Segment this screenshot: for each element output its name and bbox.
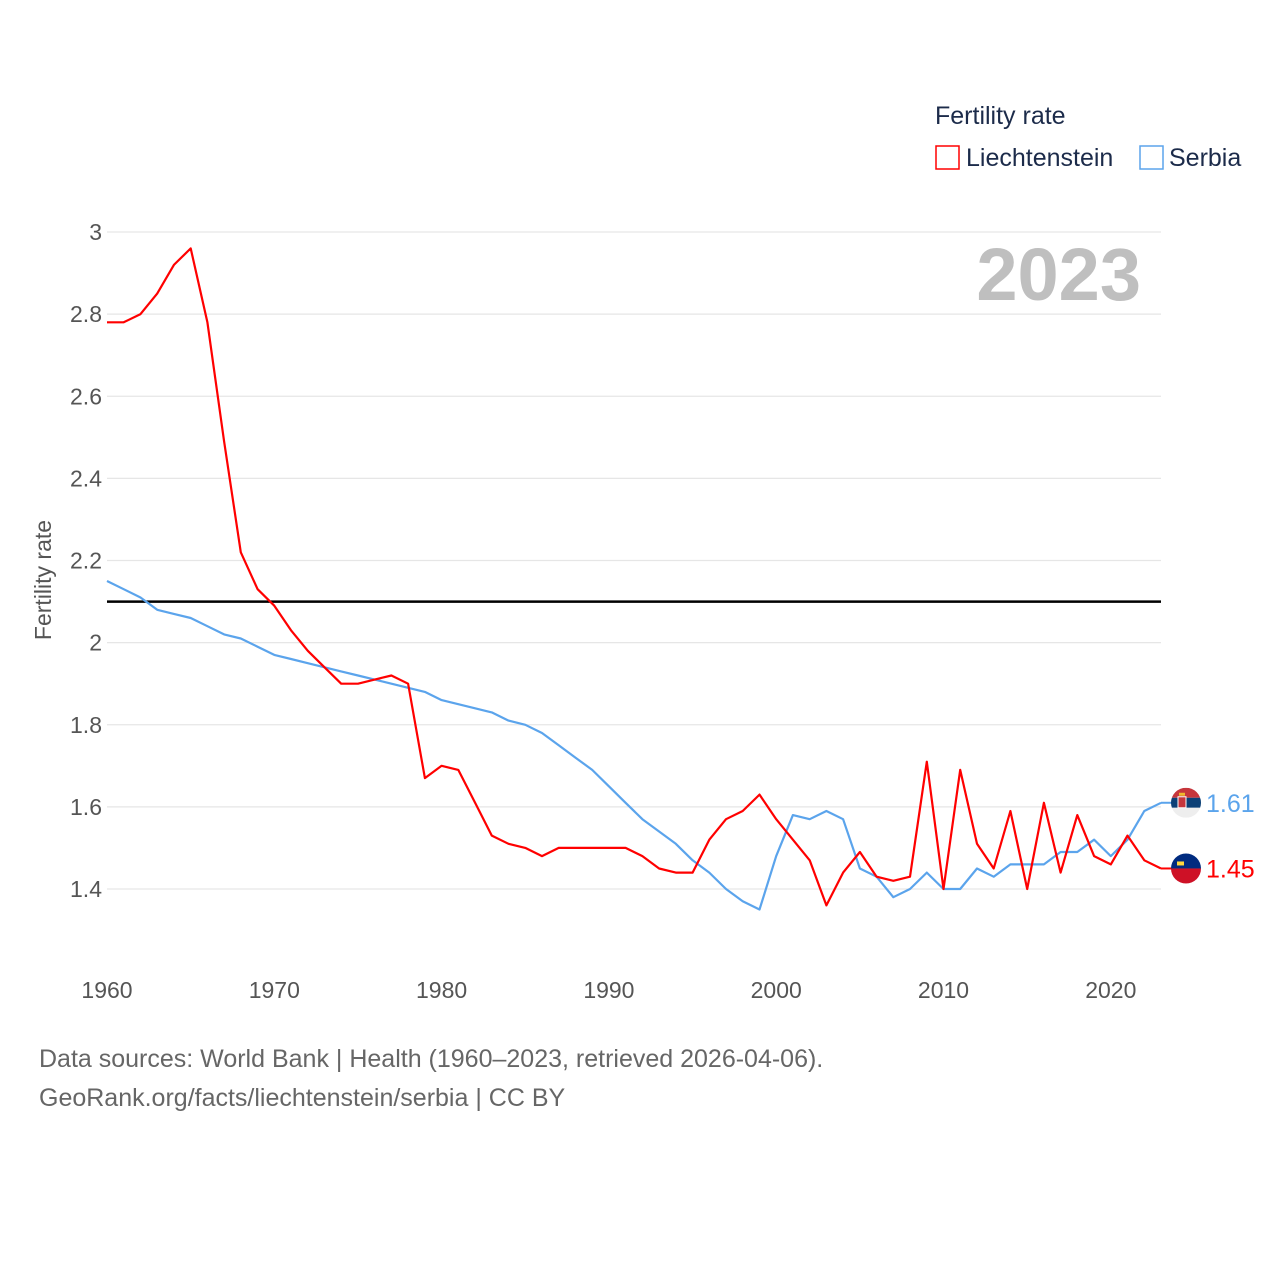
- attribution-link[interactable]: GeoRank.org/facts/liechtenstein/serbia |…: [39, 1084, 566, 1112]
- legend-item-serbia[interactable]: Serbia: [1139, 144, 1241, 172]
- legend-swatch-liechtenstein: [935, 145, 960, 170]
- legend: Fertility rate Liechtenstein Serbia: [935, 102, 1241, 172]
- legend-label-serbia: Serbia: [1169, 144, 1241, 172]
- x-tick-label: 2010: [918, 977, 969, 1003]
- x-tick-label: 1980: [416, 977, 467, 1003]
- series-end-markers: 1.61 1.45: [1161, 787, 1255, 884]
- flag-liechtenstein-icon: [1171, 853, 1201, 884]
- y-tick-label: 2.4: [70, 465, 102, 491]
- y-axis-label: Fertility rate: [30, 520, 56, 640]
- legend-swatch-serbia: [1139, 145, 1164, 170]
- y-tick-label: 2.8: [70, 301, 102, 327]
- x-tick-label: 2020: [1085, 977, 1136, 1003]
- year-label: 2023: [976, 233, 1141, 316]
- data-source-note: Data sources: World Bank | Health (1960–…: [39, 1045, 824, 1073]
- flag-serbia-icon: [1171, 787, 1201, 818]
- legend-title: Fertility rate: [935, 102, 1066, 130]
- y-tick-label: 3: [89, 219, 102, 245]
- y-axis-ticks: 3 2.8 2.6 2.4 2.2 2 1.8 1.6 1.4: [70, 219, 102, 902]
- x-tick-label: 2000: [751, 977, 802, 1003]
- x-tick-label: 1960: [81, 977, 132, 1003]
- y-tick-label: 2.2: [70, 548, 102, 574]
- grid: [107, 231, 1161, 890]
- series-line-serbia: [106, 580, 1162, 911]
- x-tick-label: 1970: [249, 977, 300, 1003]
- y-tick-label: 2: [89, 630, 102, 656]
- end-value-liechtenstein: 1.45: [1206, 855, 1255, 883]
- legend-item-liechtenstein[interactable]: Liechtenstein: [935, 144, 1113, 172]
- series-line-liechtenstein: [107, 247, 1162, 907]
- y-tick-label: 1.6: [70, 794, 102, 820]
- end-value-serbia: 1.61: [1206, 790, 1255, 818]
- legend-label-liechtenstein: Liechtenstein: [966, 144, 1113, 172]
- series-lines: [106, 247, 1162, 911]
- y-tick-label: 2.6: [70, 383, 102, 409]
- y-tick-label: 1.8: [70, 712, 102, 738]
- x-tick-label: 1990: [583, 977, 634, 1003]
- x-axis-ticks: 1960 1970 1980 1990 2000 2010 2020: [81, 977, 1136, 1003]
- y-tick-label: 1.4: [70, 876, 102, 902]
